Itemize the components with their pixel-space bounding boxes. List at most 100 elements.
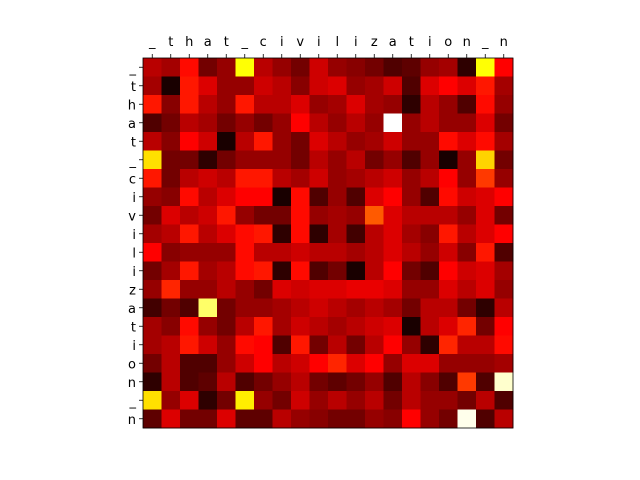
heatmap-cell-r8-c11 — [346, 206, 366, 225]
heatmap-cell-r9-c15 — [420, 224, 440, 244]
heatmap-cell-r2-c3 — [198, 95, 218, 114]
heatmap-cell-r16-c5 — [235, 354, 255, 373]
heatmap-cell-r17-c8 — [291, 372, 310, 392]
heatmap-cell-r5-c4 — [217, 150, 236, 170]
heatmap-cell-r3-c15 — [420, 113, 440, 133]
heatmap-cell-r0-c13 — [383, 58, 403, 77]
y-tick-label: n — [128, 376, 136, 391]
heatmap-cell-r18-c7 — [272, 391, 292, 410]
heatmap-cell-r4-c13 — [383, 132, 403, 151]
x-tick-label: o — [444, 35, 452, 50]
heatmap-cell-r13-c11 — [346, 298, 366, 318]
heatmap-cell-r10-c11 — [346, 243, 366, 262]
heatmap-cell-r12-c18 — [476, 280, 495, 299]
heatmap-cell-r2-c16 — [439, 95, 458, 114]
heatmap-cell-r1-c7 — [272, 76, 292, 96]
heatmap-cell-r8-c6 — [254, 206, 273, 225]
heatmap-cell-r4-c6 — [254, 132, 273, 151]
heatmap-cell-r19-c14 — [402, 409, 421, 429]
heatmap-cell-r6-c9 — [309, 169, 329, 188]
heatmap-cell-r17-c1 — [161, 372, 181, 392]
y-tick-label: t — [131, 320, 136, 335]
heatmap-cell-r10-c16 — [439, 243, 458, 262]
heatmap-cell-r16-c17 — [457, 354, 477, 373]
x-tick-label: n — [463, 35, 471, 50]
heatmap-cell-r15-c13 — [383, 335, 403, 355]
heatmap-cell-r18-c11 — [346, 391, 366, 410]
x-tick-label: c — [260, 35, 267, 50]
heatmap-cell-r14-c9 — [309, 317, 329, 336]
heatmap-cell-r6-c18 — [476, 169, 495, 188]
heatmap-cell-r8-c18 — [476, 206, 495, 225]
heatmap-cell-r8-c9 — [309, 206, 329, 225]
heatmap-cell-r14-c1 — [161, 317, 181, 336]
y-tick-label: a — [128, 302, 136, 317]
heatmap-cell-r4-c1 — [161, 132, 181, 151]
heatmap-cell-r17-c15 — [420, 372, 440, 392]
heatmap-cell-r19-c8 — [291, 409, 310, 429]
heatmap-cell-r0-c3 — [198, 58, 218, 77]
heatmap-cell-r7-c0 — [143, 187, 162, 207]
heatmap-cell-r5-c6 — [254, 150, 273, 170]
heatmap-cell-r10-c17 — [457, 243, 477, 262]
heatmap-cell-r12-c2 — [180, 280, 199, 299]
heatmap-cell-r1-c2 — [180, 76, 199, 96]
y-tick-label: a — [128, 117, 136, 132]
heatmap-cell-r0-c18 — [476, 58, 495, 77]
heatmap-cell-r17-c18 — [476, 372, 495, 392]
x-axis-ticks: _ t h a t _ c i v i l i z a t i o n _ n — [148, 35, 508, 58]
heatmap-cell-r18-c12 — [365, 391, 384, 410]
x-tick-label: a — [389, 35, 397, 50]
heatmap-cell-r6-c4 — [217, 169, 236, 188]
heatmap-cell-r17-c10 — [328, 372, 347, 392]
heatmap-cell-r10-c0 — [143, 243, 162, 262]
heatmap-cell-r0-c8 — [291, 58, 310, 77]
heatmap-cell-r11-c3 — [198, 261, 218, 281]
heatmap-cell-r7-c19 — [494, 187, 514, 207]
heatmap-cell-r11-c11 — [346, 261, 366, 281]
heatmap-cell-r1-c10 — [328, 76, 347, 96]
heatmap-cell-r5-c15 — [420, 150, 440, 170]
heatmap-cell-r7-c7 — [272, 187, 292, 207]
heatmap-cell-r7-c18 — [476, 187, 495, 207]
heatmap-cell-r6-c2 — [180, 169, 199, 188]
heatmap-cell-r11-c13 — [383, 261, 403, 281]
heatmap-cell-r13-c15 — [420, 298, 440, 318]
heatmap-cell-r12-c17 — [457, 280, 477, 299]
heatmap-cell-r3-c5 — [235, 113, 255, 133]
heatmap-cell-r6-c17 — [457, 169, 477, 188]
heatmap-cell-r4-c14 — [402, 132, 421, 151]
heatmap-cell-r9-c17 — [457, 224, 477, 244]
x-tick-label: i — [354, 35, 358, 50]
heatmap-cell-r15-c10 — [328, 335, 347, 355]
heatmap-cell-r19-c18 — [476, 409, 495, 429]
heatmap-cell-r11-c10 — [328, 261, 347, 281]
x-tick-label: t — [168, 35, 173, 50]
y-tick-label: c — [129, 172, 136, 187]
y-tick-label: i — [132, 265, 136, 280]
heatmap-cell-r8-c16 — [439, 206, 458, 225]
heatmap-cell-r7-c1 — [161, 187, 181, 207]
heatmap-cell-r1-c0 — [143, 76, 162, 96]
heatmap-cell-r8-c7 — [272, 206, 292, 225]
heatmap-cell-r19-c7 — [272, 409, 292, 429]
heatmap-cell-r1-c19 — [494, 76, 514, 96]
heatmap-cell-r19-c3 — [198, 409, 218, 429]
y-tick-label: l — [132, 246, 136, 261]
heatmap-cell-r16-c16 — [439, 354, 458, 373]
heatmap-cell-r7-c6 — [254, 187, 273, 207]
heatmap-cell-r3-c9 — [309, 113, 329, 133]
heatmap-cell-r10-c15 — [420, 243, 440, 262]
heatmap-cell-r0-c4 — [217, 58, 236, 77]
heatmap-cell-r3-c2 — [180, 113, 199, 133]
heatmap-cell-r10-c1 — [161, 243, 181, 262]
heatmap-cell-r17-c4 — [217, 372, 236, 392]
heatmap-cell-r12-c6 — [254, 280, 273, 299]
heatmap-cell-r6-c15 — [420, 169, 440, 188]
x-tick-label: i — [428, 35, 432, 50]
heatmap-cell-r11-c15 — [420, 261, 440, 281]
heatmap-cell-r8-c10 — [328, 206, 347, 225]
heatmap-cells — [143, 58, 514, 429]
heatmap-cell-r2-c18 — [476, 95, 495, 114]
